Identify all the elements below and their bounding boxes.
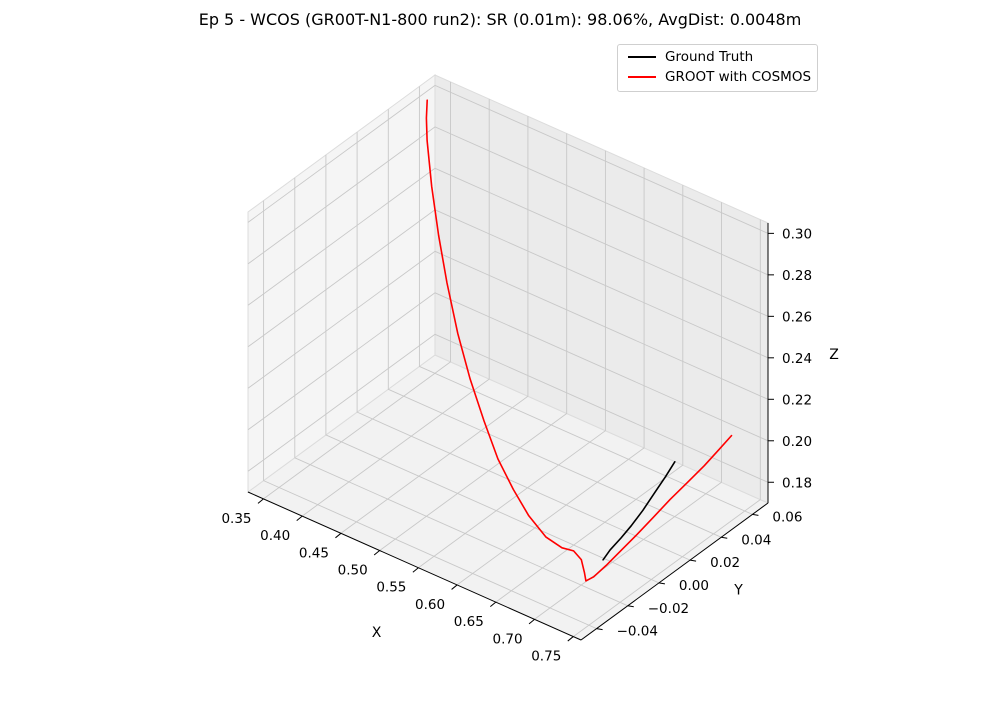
y-axis-line	[580, 502, 769, 641]
x-tick-mark	[528, 618, 535, 625]
z-tick-label: 0.22	[782, 392, 812, 408]
z-gridline	[247, 292, 769, 442]
legend-item-groot-with-cosmos: GROOT with COSMOS	[628, 67, 811, 87]
x-tick-mark	[451, 584, 458, 590]
legend-swatch-ground-truth	[628, 56, 656, 58]
y-tick-mark	[627, 605, 634, 608]
y-tick-mark	[658, 582, 665, 585]
series-line-ground-truth	[602, 460, 676, 561]
z-tick-label: 0.28	[782, 268, 812, 284]
z-gridline	[247, 333, 769, 483]
x-tick-label: 0.50	[338, 563, 368, 579]
x-tick-mark	[296, 515, 303, 521]
z-gridline	[247, 126, 769, 276]
y-tick-label: 0.02	[710, 555, 740, 571]
x-tick-mark	[412, 567, 419, 573]
y-tick-label: 0.06	[772, 509, 802, 525]
y-tick-mark	[721, 536, 728, 539]
z-tick-label: 0.24	[782, 351, 812, 367]
y-tick-label: 0.00	[679, 578, 709, 594]
z-tick-label: 0.26	[782, 309, 812, 325]
y-tick-label: 0.04	[741, 532, 771, 548]
z-tick-label: 0.20	[782, 434, 812, 450]
y-tick-label: −0.04	[617, 624, 658, 640]
x-tick-mark	[567, 636, 574, 642]
z-tick-label: 0.18	[782, 475, 812, 491]
legend-swatch-groot-with-cosmos	[628, 76, 656, 78]
x-axis-line	[247, 491, 582, 641]
y-tick-mark	[752, 513, 759, 516]
y-axis-label: Y	[733, 583, 743, 599]
x-tick-label: 0.40	[260, 528, 290, 544]
x-tick-mark	[257, 498, 264, 504]
x-tick-label: 0.55	[376, 580, 406, 596]
z-gridline	[247, 84, 769, 234]
z-tick-label: 0.30	[782, 226, 812, 242]
x-axis-label: X	[372, 625, 382, 641]
x-tick-label: 0.65	[454, 614, 484, 630]
chart-title: Ep 5 - WCOS (GR00T-N1-800 run2): SR (0.0…	[198, 10, 802, 29]
x-tick-label: 0.35	[221, 511, 251, 527]
x-tick-mark	[335, 532, 342, 539]
z-gridline	[247, 167, 769, 317]
x-tick-mark	[373, 550, 380, 556]
x-tick-label: 0.75	[531, 649, 561, 665]
series-line-groot-with-cosmos	[425, 99, 733, 582]
legend-label-ground-truth: Ground Truth	[665, 49, 754, 65]
x-tick-label: 0.45	[299, 545, 329, 561]
y-tick-label: −0.02	[648, 601, 689, 617]
x-tick-label: 0.60	[415, 597, 445, 613]
y-tick-mark	[690, 559, 697, 562]
z-axis-label: Z	[829, 347, 839, 363]
legend-label-groot-with-cosmos: GROOT with COSMOS	[665, 69, 812, 85]
x-tick-label: 0.70	[493, 631, 523, 647]
x-tick-mark	[489, 601, 497, 608]
y-tick-mark	[596, 628, 603, 631]
z-gridline	[247, 250, 769, 400]
legend: Ground Truth GROOT with COSMOS	[617, 44, 818, 92]
legend-item-ground-truth: Ground Truth	[628, 47, 753, 67]
